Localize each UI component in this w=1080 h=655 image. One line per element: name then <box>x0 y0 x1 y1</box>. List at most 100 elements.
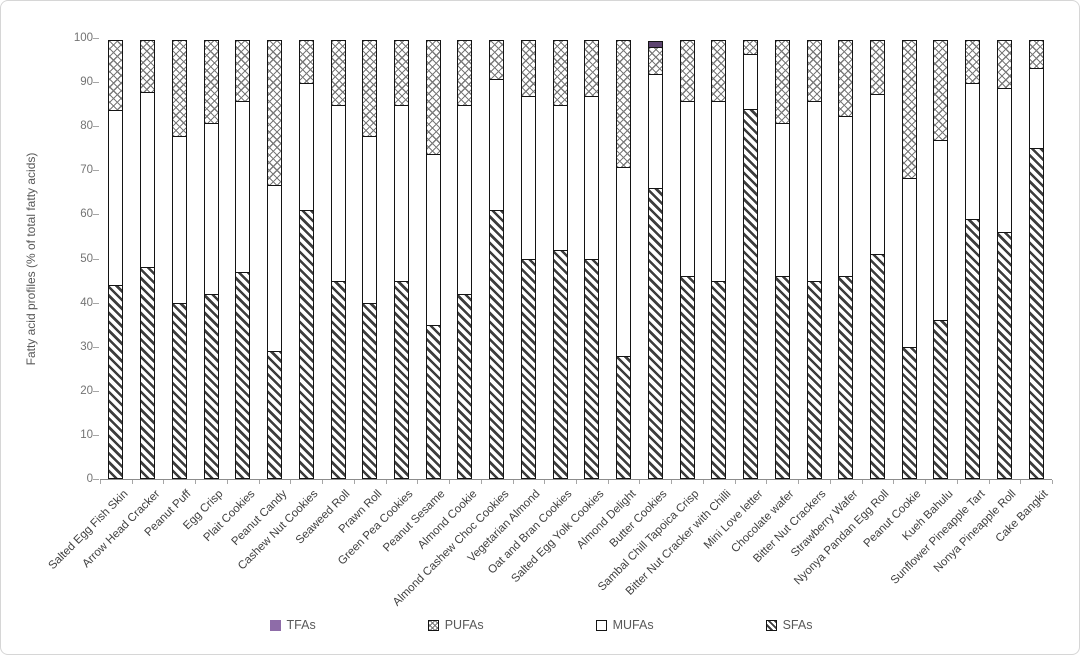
bar-segment-sfas <box>171 302 187 479</box>
y-tick-label: 0 <box>86 473 93 485</box>
legend-label: PUFAs <box>444 618 484 632</box>
bar-segment-sfas <box>679 276 695 479</box>
x-tick-mark <box>734 480 736 484</box>
bar-salted-egg-yolk-cookies <box>584 38 600 479</box>
bar-vegetarian-almond <box>520 38 536 479</box>
y-axis-title: Fatty acid profiles (% of total fatty ac… <box>24 152 38 366</box>
x-tick-mark <box>893 480 895 484</box>
x-tick-mark <box>131 480 133 484</box>
y-tick-label: 70 <box>80 164 93 177</box>
legend-item-pufas: PUFAs <box>427 618 484 632</box>
y-tick-mark <box>93 170 99 172</box>
bar-segment-pufas <box>425 40 441 155</box>
bar-prawn-roll <box>362 38 378 479</box>
y-tick-label: 100 <box>73 32 93 44</box>
x-tick-mark <box>861 480 863 484</box>
bar-segment-pufas <box>457 40 473 107</box>
bar-oat-and-bran-cookies <box>552 38 568 479</box>
legend-item-sfas: SFAs <box>765 618 812 632</box>
bar-segment-pufas <box>108 40 124 111</box>
x-tick-mark <box>322 480 324 484</box>
bar-segment-sfas <box>362 302 378 479</box>
bar-segment-pufas <box>743 40 759 56</box>
bar-segment-pufas <box>806 40 822 102</box>
x-tick-mark <box>639 480 641 484</box>
y-tick-label: 80 <box>80 120 93 133</box>
bar-peanut-puff <box>171 38 187 479</box>
bar-segment-pufas <box>616 40 632 168</box>
bar-segment-pufas <box>996 40 1012 89</box>
bar-segment-mufas <box>806 100 822 282</box>
bar-plait-cookies <box>235 38 251 479</box>
bar-segment-sfas <box>140 267 156 479</box>
bar-segment-pufas <box>901 40 917 179</box>
legend-item-mufas: MUFAs <box>595 618 654 632</box>
y-tick-mark <box>93 258 99 260</box>
y-tick-mark <box>93 302 99 304</box>
bar-segment-sfas <box>774 276 790 479</box>
x-tick-mark <box>512 480 514 484</box>
bar-segment-mufas <box>584 96 600 260</box>
bar-segment-mufas <box>489 78 505 211</box>
legend-label: MUFAs <box>612 618 654 632</box>
x-tick-mark <box>702 480 704 484</box>
bar-sambal-chill-tapoica-crisp <box>679 38 695 479</box>
x-tick-mark <box>829 480 831 484</box>
bar-segment-pufas <box>965 40 981 85</box>
bar-peanut-candy <box>267 38 283 479</box>
bar-segment-pufas <box>838 40 854 118</box>
bar-segment-sfas <box>901 346 917 479</box>
y-tick-mark <box>93 346 99 348</box>
x-tick-mark <box>417 480 419 484</box>
bar-segment-mufas <box>298 83 314 211</box>
x-tick-mark <box>544 480 546 484</box>
bar-segment-mufas <box>552 105 568 251</box>
y-tick-mark <box>93 82 99 84</box>
y-tick-mark <box>93 390 99 392</box>
bar-almond-delight <box>616 38 632 479</box>
x-tick-mark <box>798 480 800 484</box>
bar-arrow-head-cracker <box>140 38 156 479</box>
x-tick-mark <box>671 480 673 484</box>
bar-segment-pufas <box>203 40 219 124</box>
x-tick-mark <box>925 480 927 484</box>
bar-nyonya-pandan-egg-roll <box>869 38 885 479</box>
x-tick-mark <box>195 480 197 484</box>
x-tick-mark <box>226 480 228 484</box>
legend-label: TFAs <box>286 618 316 632</box>
bar-segment-pufas <box>489 40 505 80</box>
bar-segment-sfas <box>996 232 1012 479</box>
legend-swatch-mufas-icon <box>595 619 607 631</box>
x-tick-mark <box>576 480 577 484</box>
bar-segment-pufas <box>584 40 600 98</box>
bar-almond-cookie <box>457 38 473 479</box>
bar-segment-sfas <box>838 276 854 479</box>
bar-chocolate-wafer <box>774 38 790 479</box>
bar-seaweed-roll <box>330 38 346 479</box>
bar-green-pea-cookies <box>393 38 409 479</box>
x-tick-mark <box>353 480 355 484</box>
bar-segment-mufas <box>869 94 885 256</box>
bar-sunflower-pineapple-tart <box>965 38 981 479</box>
x-tick-mark <box>163 480 165 484</box>
bar-segment-sfas <box>457 293 473 479</box>
bar-segment-pufas <box>330 40 346 107</box>
y-tick-label: 10 <box>80 428 93 441</box>
legend-swatch-sfas-icon <box>765 619 777 631</box>
bar-segment-sfas <box>298 210 314 479</box>
bar-segment-sfas <box>552 249 568 479</box>
bar-segment-mufas <box>774 122 790 278</box>
bar-segment-mufas <box>393 105 409 282</box>
bar-salted-egg-fish-skin <box>108 38 124 479</box>
bar-segment-sfas <box>267 351 283 479</box>
bar-segment-sfas <box>711 280 727 479</box>
x-tick-mark <box>956 480 958 484</box>
bar-segment-mufas <box>743 54 759 110</box>
y-tick-label: 40 <box>80 296 93 309</box>
bar-segment-sfas <box>584 258 600 479</box>
y-tick-mark <box>93 126 99 128</box>
bar-strawberry-wafer <box>838 38 854 479</box>
bar-segment-mufas <box>520 96 536 260</box>
bar-bitter-nut-cracker-with-chilli <box>711 38 727 479</box>
